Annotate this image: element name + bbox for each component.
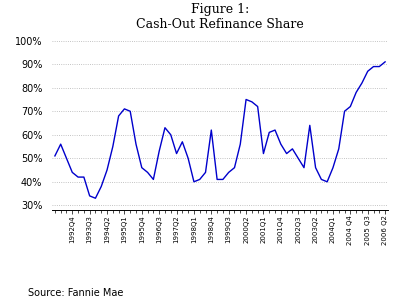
Text: Source: Fannie Mae: Source: Fannie Mae (28, 289, 123, 298)
Title: Figure 1:
Cash-Out Refinance Share: Figure 1: Cash-Out Refinance Share (136, 3, 304, 31)
